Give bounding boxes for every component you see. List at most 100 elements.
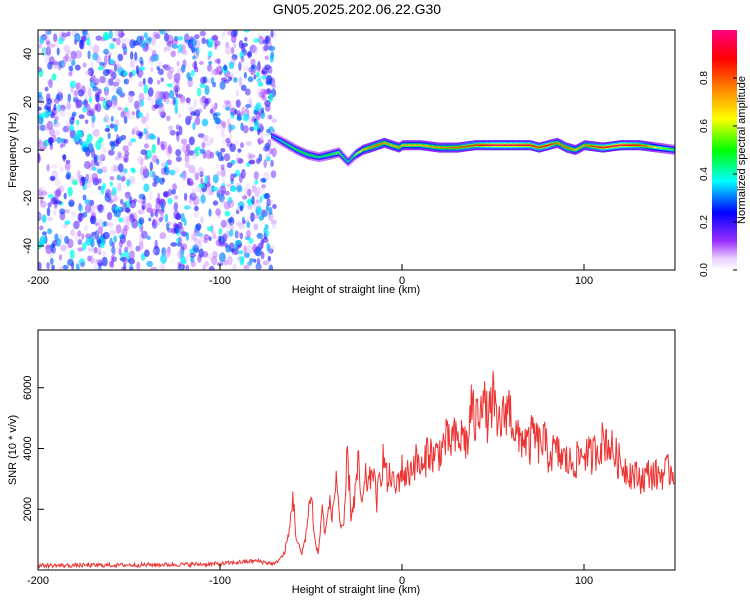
noise-speckle [204, 139, 212, 147]
noise-speckle [223, 153, 231, 162]
noise-speckle [251, 195, 255, 205]
noise-speckle [253, 171, 259, 180]
noise-speckle [185, 97, 191, 104]
noise-speckle [79, 39, 84, 50]
ridge-cell [581, 145, 584, 148]
ridge-cell [665, 148, 668, 150]
noise-speckle [163, 30, 171, 33]
noise-speckle [266, 75, 270, 83]
noise-speckle [182, 170, 187, 179]
ridge-cell [499, 144, 501, 146]
ridge-cell [471, 144, 473, 147]
noise-speckle [125, 194, 130, 200]
noise-speckle [209, 151, 215, 159]
ridge-cell [649, 145, 651, 148]
ridge-cell [547, 144, 549, 147]
ridge-cell [655, 146, 657, 149]
spectrogram-x-tick-label: 0 [399, 275, 405, 287]
noise-speckle [103, 231, 110, 240]
noise-speckle [38, 66, 42, 73]
noise-speckle [232, 263, 237, 270]
noise-speckle [238, 76, 243, 87]
noise-speckle [225, 45, 232, 55]
noise-speckle [175, 124, 180, 130]
noise-speckle [157, 192, 161, 203]
ridge-cell [614, 145, 616, 147]
ridge-cell [389, 144, 392, 146]
noise-speckle [167, 34, 174, 45]
noise-speckle [171, 44, 179, 49]
noise-speckle [266, 156, 271, 162]
noise-speckle [87, 172, 94, 183]
noise-speckle [263, 44, 269, 52]
ridge-cell [529, 144, 531, 146]
noise-speckle [39, 36, 44, 45]
noise-speckle [152, 171, 156, 178]
noise-speckle [201, 142, 206, 149]
ridge-cell [479, 144, 482, 146]
ridge-cell [548, 144, 550, 146]
ridge-cell [557, 142, 560, 145]
noise-speckle [253, 214, 260, 219]
noise-speckle [237, 158, 244, 164]
noise-speckle [148, 217, 152, 222]
noise-speckle [266, 88, 271, 94]
noise-speckle [75, 99, 80, 109]
noise-speckle [234, 240, 242, 245]
noise-speckle [163, 250, 171, 259]
ridge-cell [494, 144, 496, 146]
spectrogram-x-tick-label: -100 [209, 275, 231, 287]
noise-speckle [244, 187, 248, 198]
noise-speckle [248, 98, 252, 108]
noise-speckle [204, 261, 210, 267]
ridge-cell [412, 144, 415, 146]
ridge-cell [335, 152, 338, 154]
noise-speckle [115, 64, 120, 71]
noise-speckle [53, 103, 57, 111]
noise-speckle [258, 35, 265, 45]
noise-speckle [94, 104, 98, 112]
noise-speckle [62, 125, 69, 133]
noise-speckle [159, 264, 164, 270]
noise-speckle [187, 76, 193, 82]
noise-speckle [247, 204, 253, 210]
ridge-cell [671, 148, 674, 151]
noise-speckle [46, 93, 51, 102]
noise-speckle [245, 229, 252, 239]
noise-speckle [246, 262, 251, 270]
noise-speckle [77, 239, 83, 245]
snr-y-tick-label: 2000 [22, 497, 34, 521]
noise-speckle [153, 104, 160, 109]
noise-speckle [227, 196, 233, 205]
noise-speckle [271, 221, 277, 229]
noise-speckle [135, 245, 141, 252]
noise-speckle [55, 106, 63, 117]
ridge-cell [584, 144, 586, 146]
noise-speckle [159, 140, 164, 147]
noise-speckle [138, 112, 144, 118]
noise-speckle [120, 198, 124, 205]
ridge-cell [565, 146, 567, 148]
noise-speckle [122, 215, 129, 225]
noise-speckle [197, 108, 203, 113]
noise-speckle [237, 148, 242, 153]
noise-speckle [209, 108, 214, 114]
ridge-cell [658, 147, 661, 149]
noise-speckle [173, 35, 179, 42]
ridge-cell [274, 136, 277, 139]
noise-speckle [235, 152, 239, 162]
noise-speckle [161, 141, 167, 150]
noise-speckle [122, 256, 128, 265]
noise-speckle [156, 91, 162, 97]
ridge-cell [329, 153, 332, 156]
noise-speckle [42, 49, 47, 58]
noise-speckle [141, 116, 147, 124]
noise-speckle [111, 103, 115, 108]
ridge-cell [435, 146, 437, 148]
noise-speckle [98, 96, 106, 102]
noise-speckle [210, 137, 214, 144]
ridge-cell [418, 144, 421, 146]
noise-speckle [47, 228, 53, 235]
noise-speckle [147, 87, 154, 97]
noise-speckle [211, 35, 219, 41]
